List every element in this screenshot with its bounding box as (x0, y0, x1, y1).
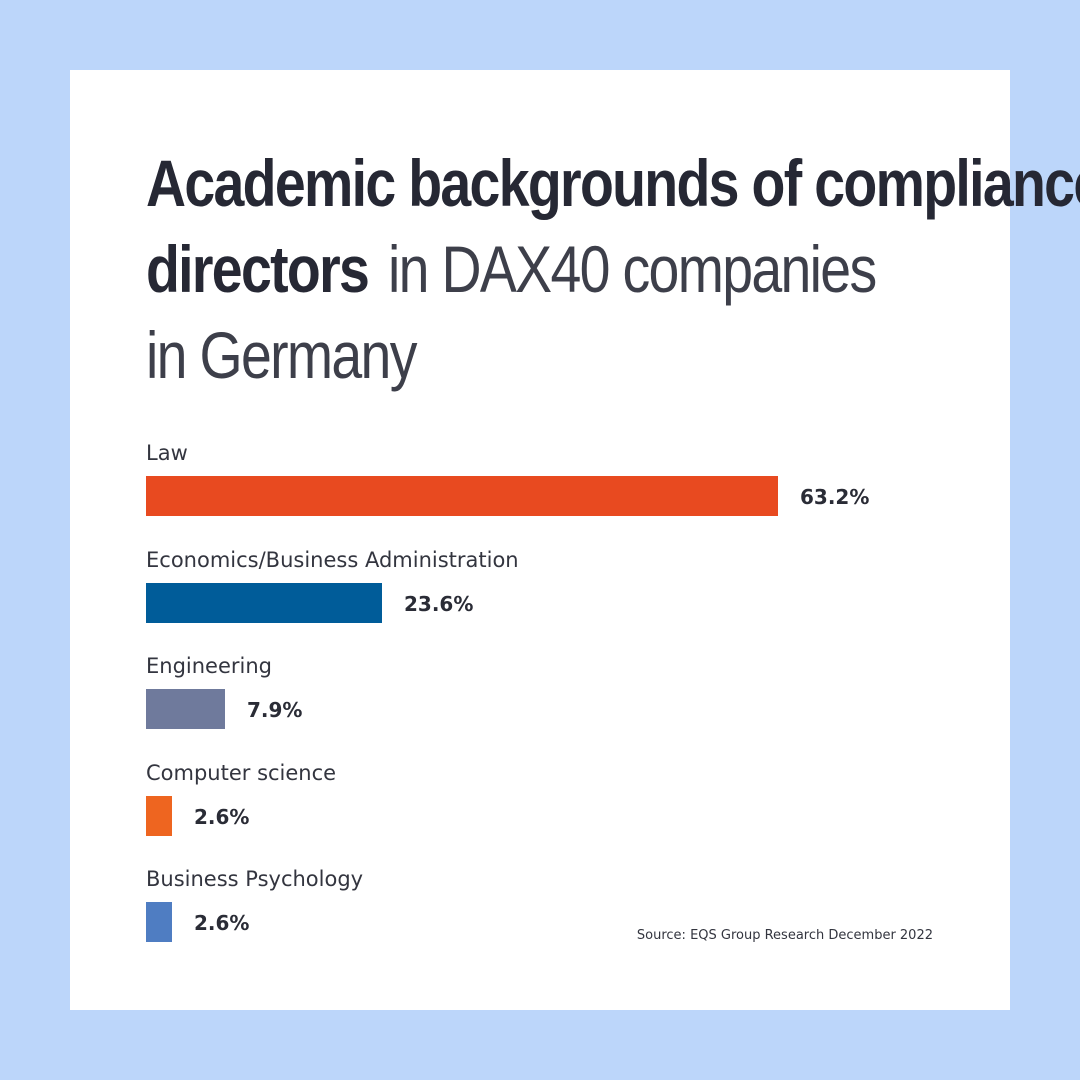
title-line-2: directors in DAX40 companies (146, 226, 976, 312)
category-label: Engineering (146, 654, 272, 678)
title-light-part-2: in Germany (146, 318, 417, 392)
bar-row: Law 63.2% (146, 440, 976, 540)
value-label: 23.6% (404, 591, 474, 616)
category-label: Law (146, 441, 188, 465)
bar (146, 689, 225, 729)
bar (146, 902, 172, 942)
bar (146, 476, 778, 516)
category-label: Computer science (146, 760, 337, 785)
value-label: 2.6% (194, 911, 250, 935)
bar-row: Business Psychology 2.6% (146, 866, 976, 966)
title-line-1: Academic backgrounds of compliance (146, 140, 1080, 226)
title-light-part-1: in DAX40 companies (388, 232, 877, 306)
chart-card: Academic backgrounds of compliance direc… (70, 70, 1080, 1010)
bar-chart: Law 63.2% Economics/Business Administratio… (146, 440, 976, 960)
bar-row: Computer science 2.6% (146, 760, 976, 860)
bar-row: Engineering 7.9% (146, 653, 976, 753)
category-label: Business Psychology (146, 867, 364, 891)
bar (146, 795, 172, 836)
value-label: 2.6% (194, 804, 250, 829)
value-label: 63.2% (800, 485, 870, 509)
category-label: Economics/Business Administration (146, 547, 519, 572)
chart-title: Academic backgrounds of compliance direc… (146, 140, 1080, 398)
title-bold-part-2: directors (146, 232, 370, 306)
source-note: Source: EQS Group Research December 2022 (636, 928, 933, 943)
bar (146, 582, 382, 623)
value-label: 7.9% (247, 698, 303, 722)
title-line-3: in Germany (146, 312, 976, 398)
title-bold-part-1: Academic backgrounds of compliance (146, 146, 1080, 220)
bar-row: Economics/Business Administration 23.6% (146, 547, 976, 647)
